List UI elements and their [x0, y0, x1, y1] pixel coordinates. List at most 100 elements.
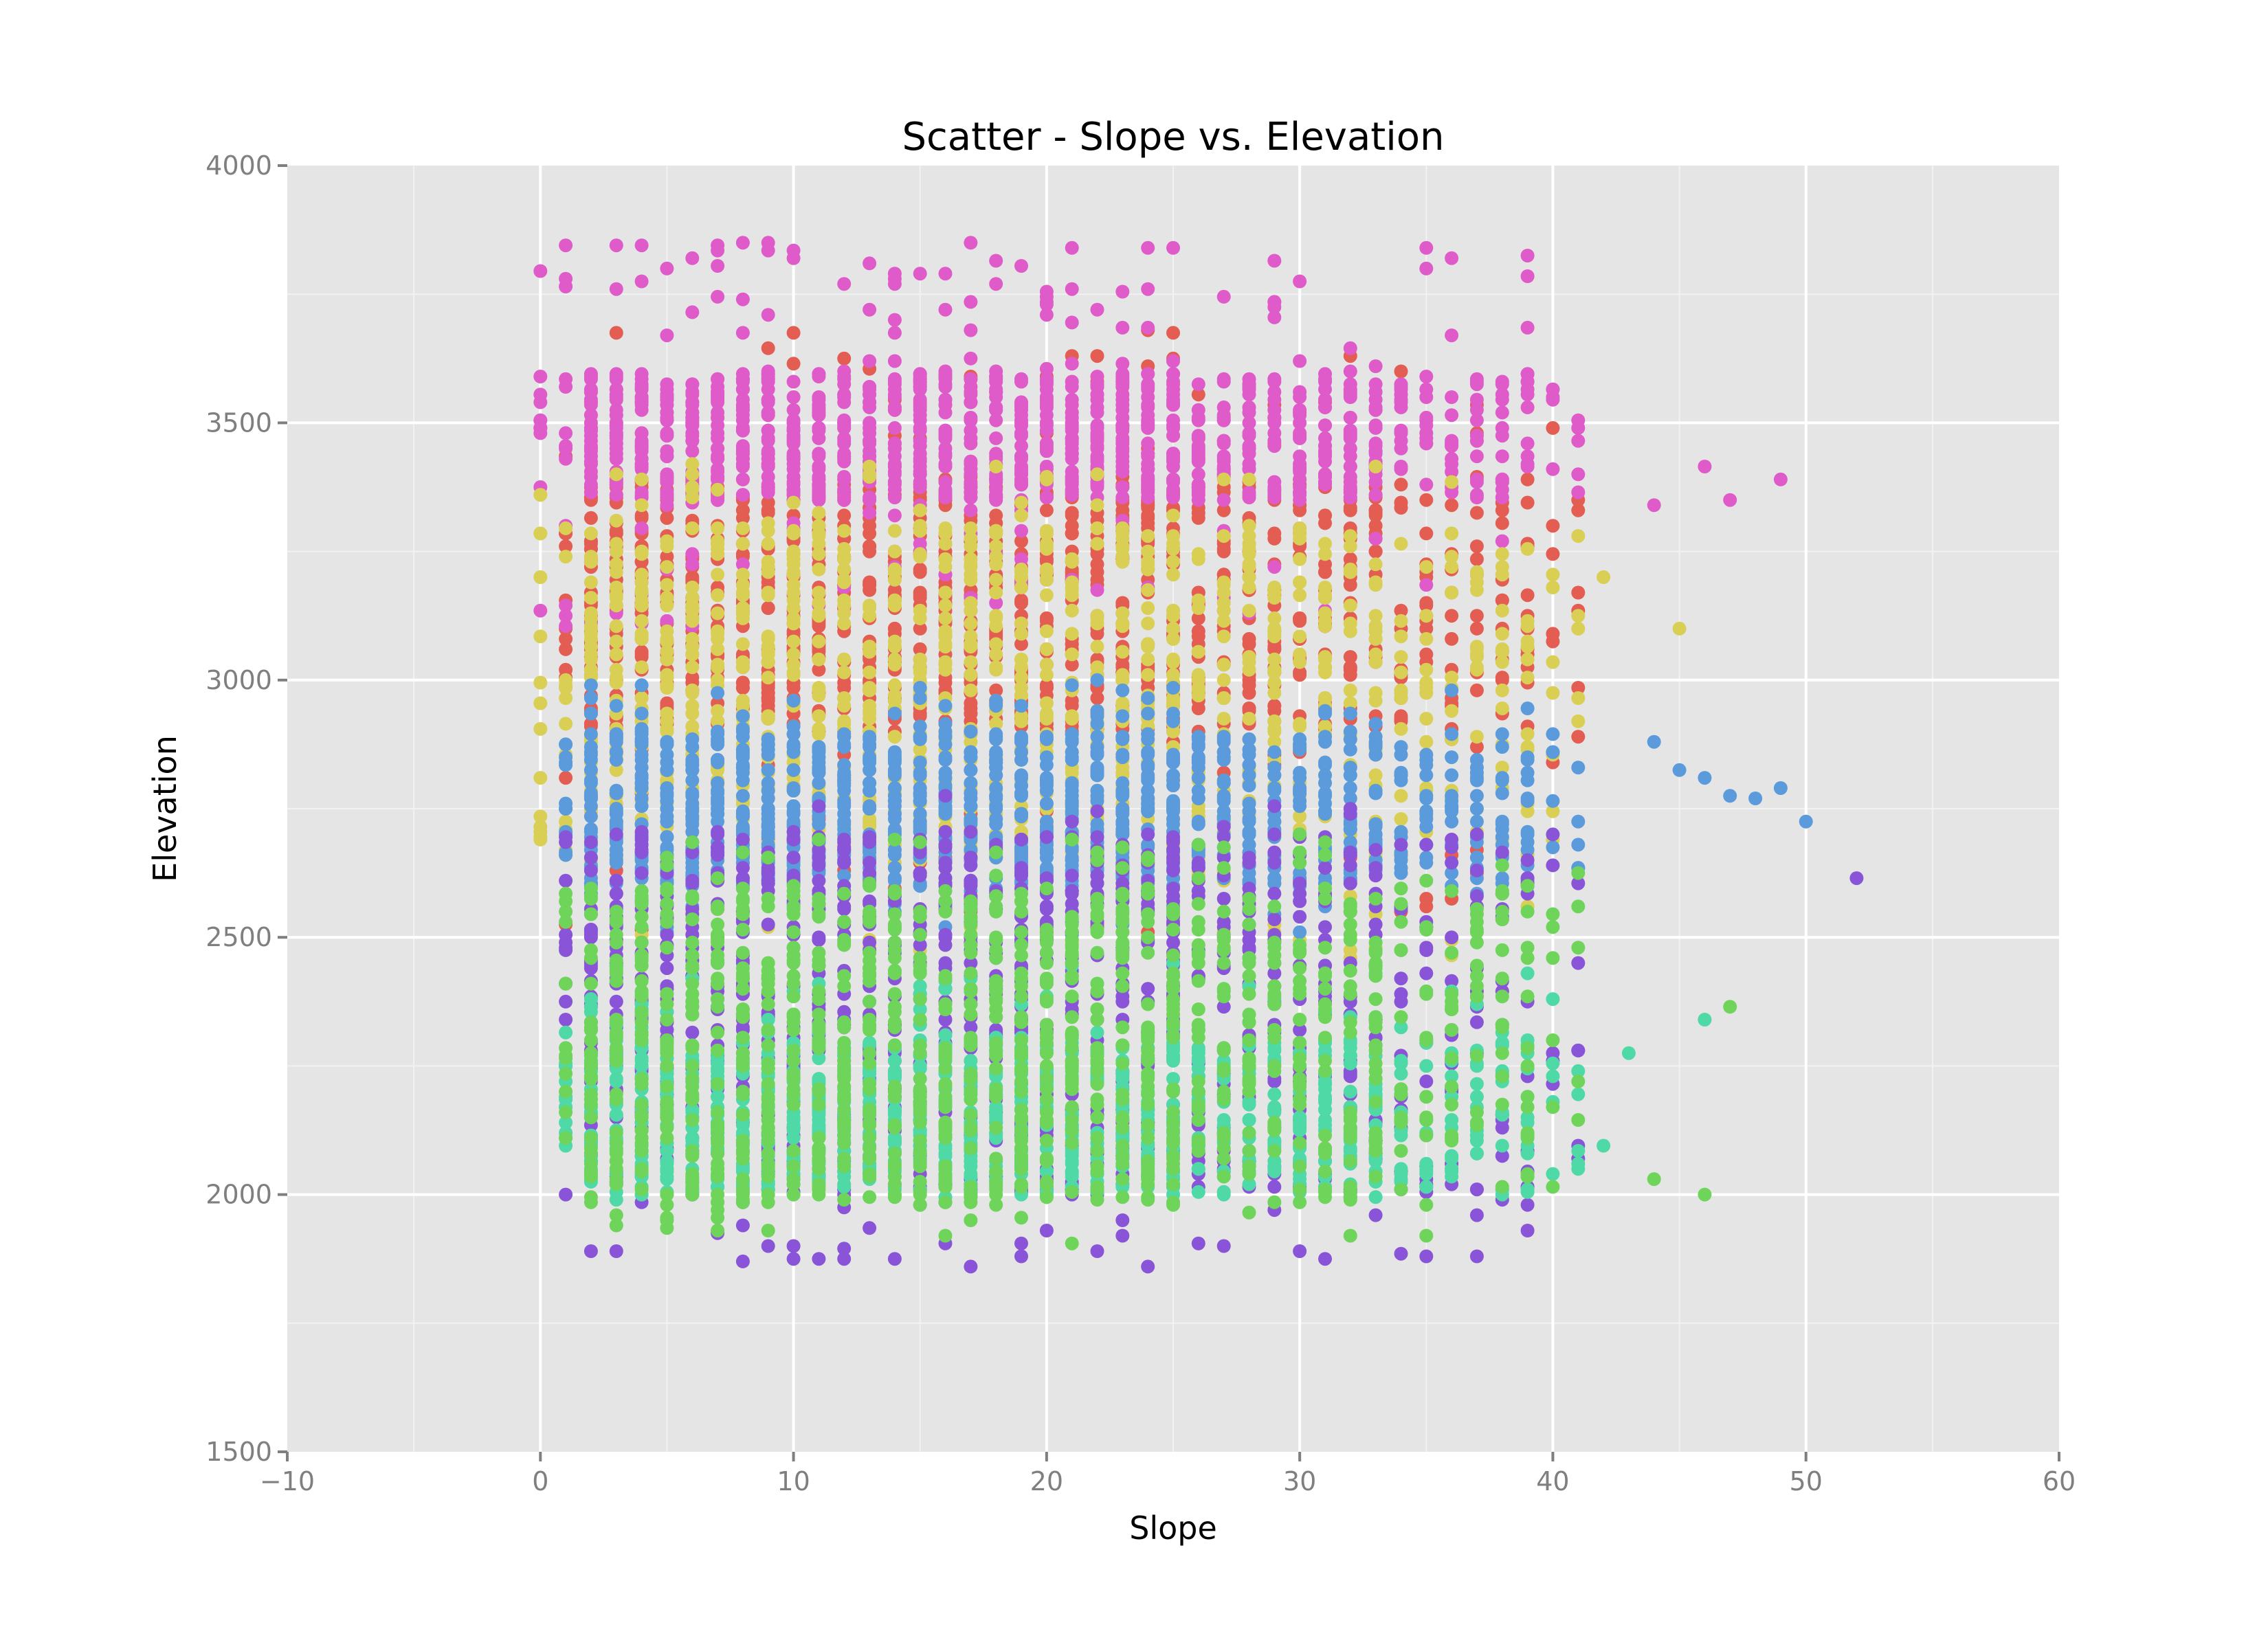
scatter-point	[1394, 377, 1408, 392]
scatter-point	[1343, 552, 1357, 566]
scatter-point	[1469, 392, 1484, 407]
scatter-point	[887, 678, 902, 693]
scatter-point	[660, 814, 674, 829]
scatter-point	[1571, 434, 1586, 448]
scatter-point	[1141, 583, 1155, 597]
scatter-point	[634, 498, 649, 513]
scatter-point	[1141, 367, 1155, 381]
scatter-point	[1014, 464, 1028, 479]
scatter-point	[989, 277, 1003, 291]
scatter-point	[938, 699, 953, 713]
scatter-point	[913, 451, 927, 466]
scatter-point	[964, 413, 978, 427]
scatter-point	[1343, 565, 1357, 579]
scatter-point	[685, 467, 700, 482]
scatter-point	[660, 560, 674, 574]
scatter-point	[660, 591, 674, 605]
scatter-point	[964, 763, 978, 777]
scatter-point	[1267, 640, 1282, 654]
scatter-point	[812, 683, 826, 697]
scatter-point	[812, 873, 826, 888]
scatter-point	[989, 609, 1003, 623]
scatter-point	[938, 429, 953, 443]
scatter-point	[559, 994, 573, 1009]
scatter-point	[786, 1239, 801, 1253]
scatter-point	[1065, 423, 1079, 438]
scatter-point	[964, 467, 978, 482]
scatter-point	[1495, 472, 1509, 486]
scatter-point	[583, 740, 598, 754]
scatter-point	[1115, 554, 1130, 569]
scatter-point	[1343, 364, 1357, 379]
scatter-point	[1242, 560, 1256, 574]
scatter-point	[938, 598, 953, 613]
scatter-point	[964, 655, 978, 669]
scatter-point	[1115, 464, 1130, 479]
scatter-point	[583, 434, 598, 448]
scatter-point	[786, 616, 801, 631]
scatter-point	[761, 367, 775, 381]
scatter-point	[711, 482, 725, 497]
scatter-point	[1445, 704, 1459, 718]
scatter-point	[1520, 750, 1535, 765]
scatter-point	[1520, 614, 1535, 628]
scatter-point	[786, 740, 801, 754]
scatter-point	[964, 323, 978, 337]
scatter-point	[1520, 588, 1535, 603]
scatter-point	[735, 447, 750, 461]
scatter-point	[634, 845, 649, 860]
scatter-point	[1039, 395, 1054, 410]
scatter-point	[1394, 537, 1408, 551]
scatter-point	[1469, 488, 1484, 502]
scatter-point	[1141, 732, 1155, 746]
scatter-point	[913, 768, 927, 783]
scatter-point	[989, 413, 1003, 427]
scatter-point	[559, 691, 573, 705]
scatter-point	[863, 583, 877, 597]
scatter-point	[1495, 727, 1509, 741]
scatter-point	[1495, 374, 1509, 389]
scatter-point	[1115, 606, 1130, 620]
scatter-point	[634, 367, 649, 381]
scatter-point	[711, 606, 725, 620]
scatter-point	[533, 832, 548, 846]
scatter-point	[812, 431, 826, 445]
scatter-point	[735, 413, 750, 427]
scatter-point	[1343, 683, 1357, 697]
scatter-point	[837, 783, 852, 798]
scatter-point	[938, 717, 953, 731]
scatter-point	[559, 662, 573, 677]
scatter-point	[1419, 370, 1434, 383]
scatter-point	[1394, 768, 1408, 783]
scatter-point	[786, 693, 801, 708]
scatter-point	[1242, 581, 1256, 594]
scatter-point	[1571, 691, 1586, 705]
scatter-point	[1495, 702, 1509, 715]
scatter-point	[989, 431, 1003, 445]
scatter-point	[1065, 282, 1079, 296]
scatter-point	[1039, 712, 1054, 726]
scatter-point	[1495, 405, 1509, 420]
scatter-point	[1419, 621, 1434, 636]
scatter-point	[711, 451, 725, 466]
scatter-point	[964, 552, 978, 566]
scatter-point	[1191, 673, 1205, 687]
scatter-point	[1495, 547, 1509, 561]
scatter-point	[533, 696, 548, 710]
scatter-point	[837, 796, 852, 811]
scatter-point	[913, 814, 927, 829]
scatter-point	[609, 873, 623, 888]
scatter-point	[1065, 472, 1079, 486]
scatter-point	[837, 593, 852, 607]
scatter-point	[1293, 588, 1307, 603]
scatter-point	[634, 824, 649, 839]
scatter-point	[837, 665, 852, 680]
scatter-point	[1242, 547, 1256, 561]
scatter-point	[1267, 254, 1282, 268]
scatter-point	[685, 876, 700, 890]
scatter-point	[1520, 824, 1535, 839]
scatter-point	[685, 611, 700, 625]
scatter-point	[786, 447, 801, 461]
scatter-point	[1343, 768, 1357, 783]
scatter-point	[533, 809, 548, 824]
